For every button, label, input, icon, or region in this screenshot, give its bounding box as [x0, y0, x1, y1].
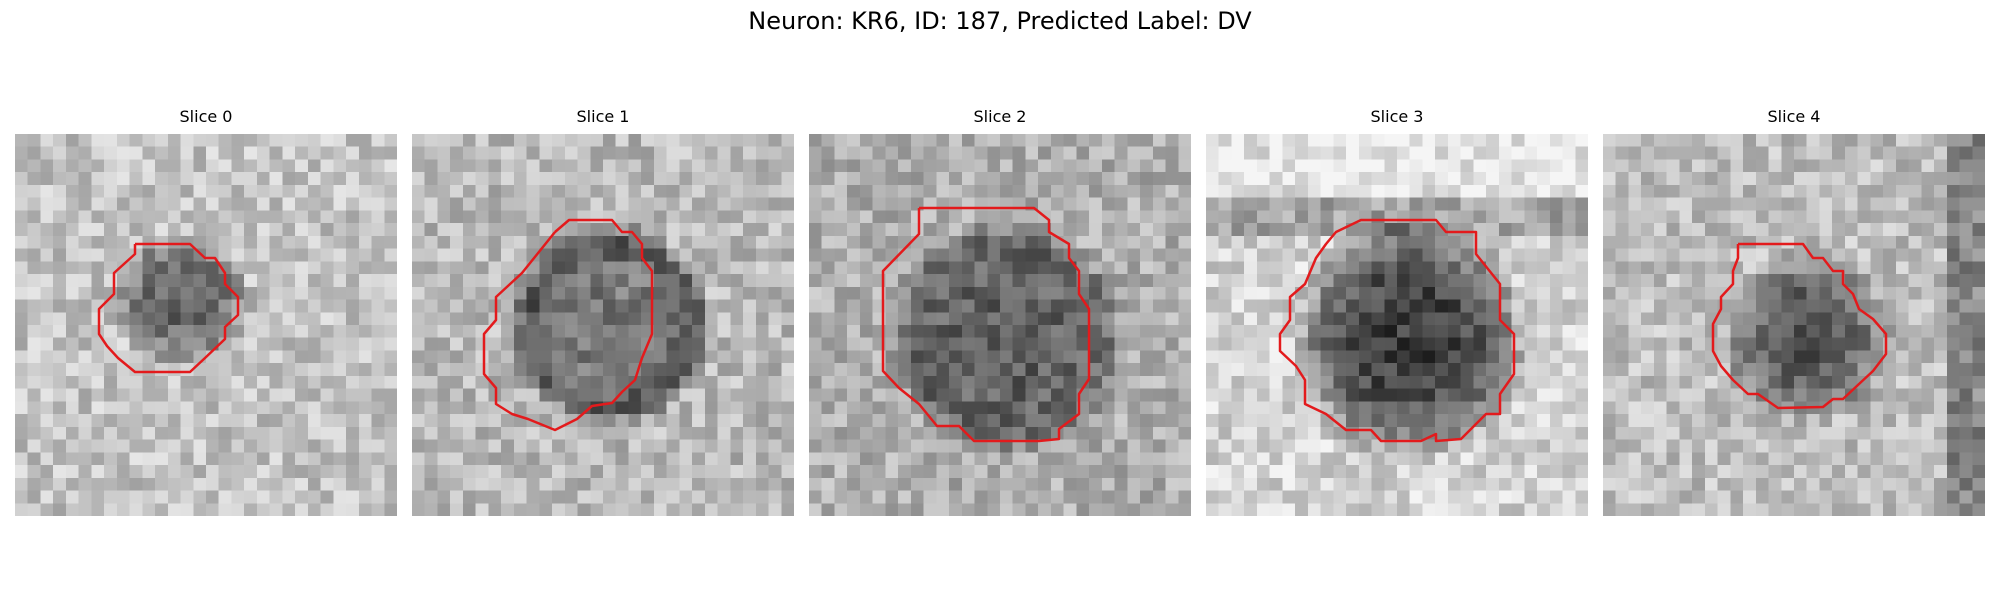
roi-contour: [881, 206, 1091, 443]
slice-panel-2: Slice 2: [809, 106, 1191, 516]
roi-contour: [97, 242, 240, 374]
slice-image-1: [412, 134, 794, 516]
slice-panel-4: Slice 4: [1603, 106, 1985, 516]
microscopy-image: [809, 134, 1191, 516]
slice-image-3: [1206, 134, 1588, 516]
roi-contour: [1278, 218, 1516, 443]
slice-title: Slice 4: [1767, 107, 1821, 126]
slice-title: Slice 3: [1370, 107, 1424, 126]
slice-panel-1: Slice 1: [412, 106, 794, 516]
slice-image-4: [1603, 134, 1985, 516]
microscopy-image: [1206, 134, 1588, 516]
slice-title: Slice 0: [179, 107, 233, 126]
slice-image-2: [809, 134, 1191, 516]
figure-title: Neuron: KR6, ID: 187, Predicted Label: D…: [748, 7, 1252, 35]
slice-image-0: [15, 134, 397, 516]
slice-title: Slice 2: [973, 107, 1027, 126]
slice-panel-3: Slice 3: [1206, 106, 1588, 516]
microscopy-image: [1603, 134, 1985, 516]
roi-contour: [482, 218, 654, 432]
microscopy-image: [15, 134, 397, 516]
microscopy-image: [412, 134, 794, 516]
slice-panel-0: Slice 0: [15, 106, 397, 516]
slice-title: Slice 1: [576, 107, 630, 126]
roi-contour: [1711, 242, 1888, 410]
